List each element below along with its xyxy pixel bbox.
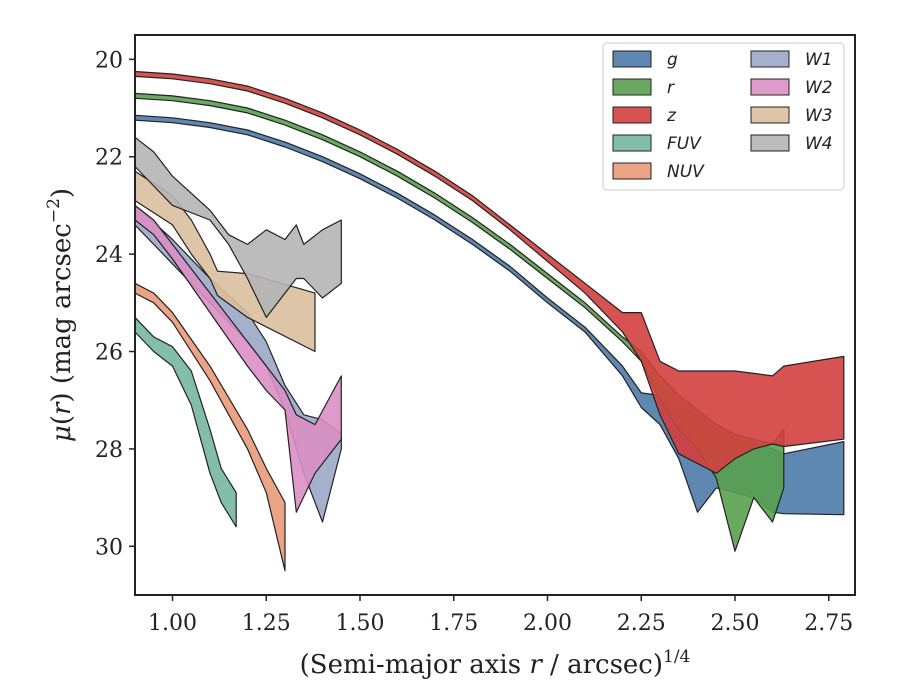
legend-label-w3: W3 [805,106,833,126]
band-w2 [134,204,342,513]
legend-swatch-w2 [750,78,790,96]
plot-frame [134,34,856,596]
legend-label-w2: W2 [805,78,833,98]
y-tick-label: 30 [95,535,123,560]
legend-swatch-fuv [612,134,652,152]
legend-swatch-w1 [750,50,790,68]
legend-label-z: z [666,106,677,126]
band-fuv [134,316,237,528]
x-tick-label: 2.00 [523,611,572,636]
y-axis-title: μ(r) (mag arcsec−2) [44,188,77,442]
y-tick-label: 28 [95,438,123,463]
legend-label-w1: W1 [805,50,833,70]
x-tick-label: 2.75 [804,611,853,636]
x-axis-ticks: 1.00 1.25 1.50 1.75 2.00 2.25 2.50 2.75 [148,595,853,636]
y-tick-label: 24 [95,243,123,268]
legend-swatch-w4 [750,134,790,152]
x-tick-label: 1.50 [336,611,385,636]
legend-swatch-nuv [612,162,652,180]
y-axis-ticks: 20 22 24 26 28 30 [95,48,135,560]
x-axis-title: (Semi-major axis r / arcsec)1/4 [300,647,691,680]
legend-label-r: r [667,78,675,98]
legend-label-nuv: NUV [667,162,705,182]
band-z [134,70,845,474]
y-tick-label: 20 [95,48,123,73]
legend-swatch-r [612,78,652,96]
profile-bands [134,70,845,572]
y-tick-label: 26 [95,341,123,366]
band-w4 [134,136,342,318]
legend-label-g: g [667,50,678,70]
band-nuv [134,282,286,572]
legend-swatch-z [612,106,652,124]
y-tick-label: 22 [95,146,123,171]
band-r [134,92,785,552]
x-tick-label: 2.25 [617,611,666,636]
legend: grz FUV NUV W1 W2 W3 W4 [602,42,845,191]
x-tick-label: 1.75 [429,611,478,636]
x-tick-label: 1.00 [148,611,197,636]
legend-swatch-g [612,50,652,68]
x-tick-label: 1.25 [242,611,291,636]
legend-label-fuv: FUV [667,134,702,154]
legend-label-w4: W4 [805,134,833,154]
x-tick-label: 2.50 [711,611,760,636]
legend-swatch-w3 [750,106,790,124]
